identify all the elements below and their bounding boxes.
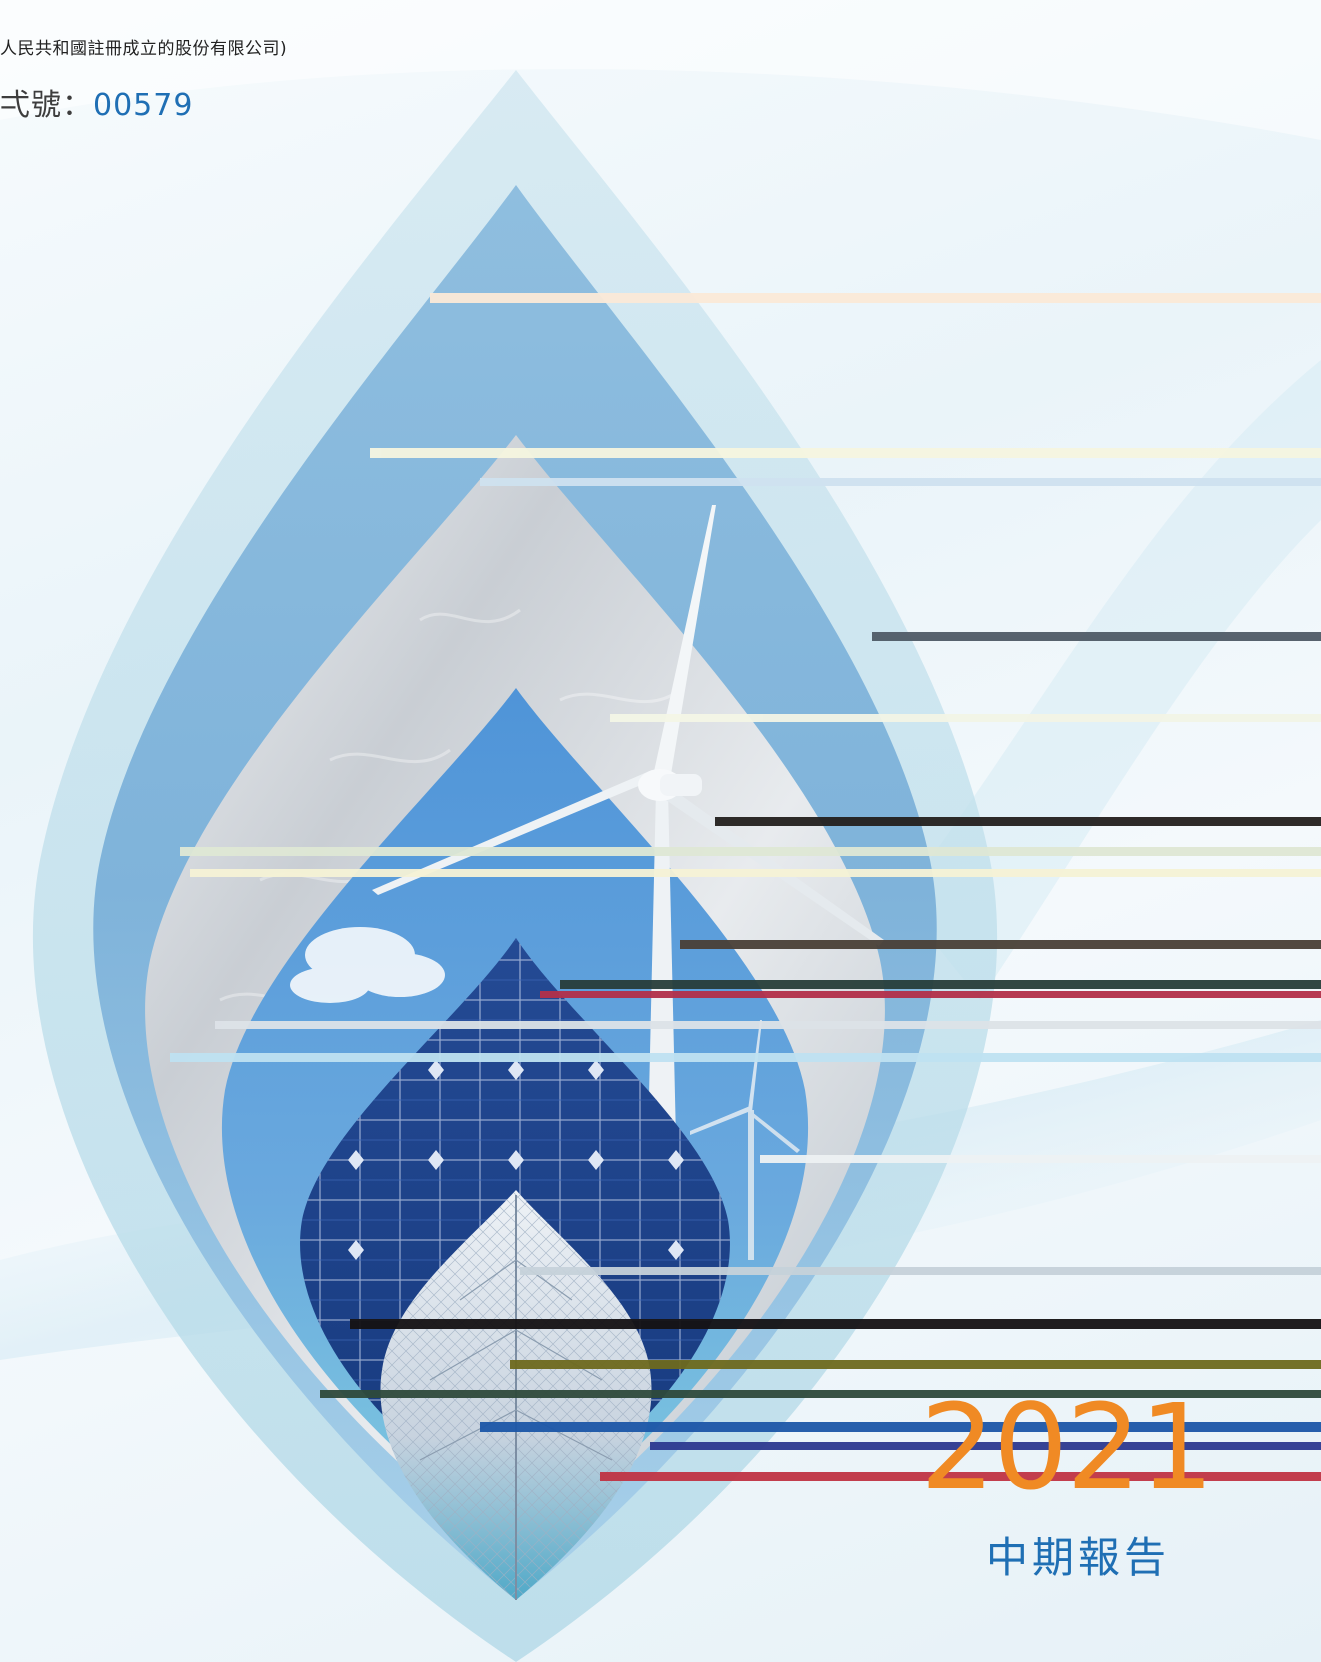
registration-note: 人民共和國註冊成立的股份有限公司) [0,39,288,59]
stock-code-label: 弌號： [0,88,93,123]
stock-code-value: 00579 [93,88,194,123]
report-year: 2021 [920,1378,1214,1516]
stock-code-line: 弌號：00579 [0,80,193,124]
report-type-title: 中期報告 [986,1533,1171,1582]
decorative-streaks [170,293,1321,1481]
